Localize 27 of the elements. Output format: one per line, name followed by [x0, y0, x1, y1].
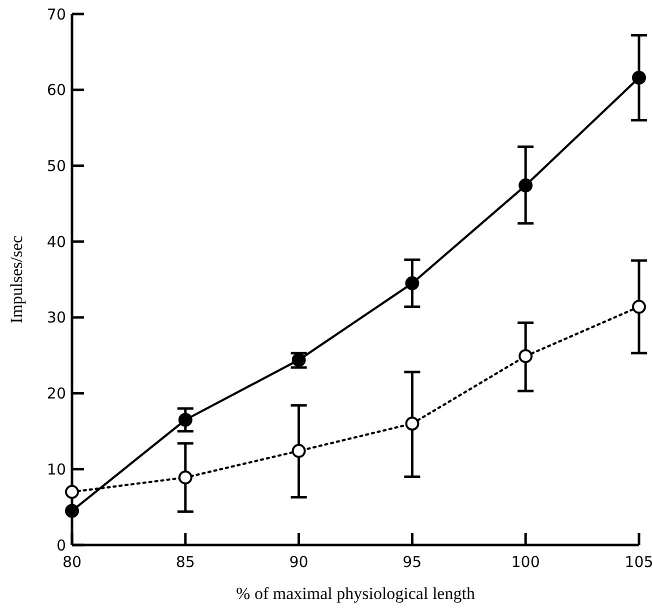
- point: [65, 504, 79, 518]
- point: [632, 70, 646, 85]
- x-tick-label: 85: [176, 553, 195, 571]
- x-tick-label: 100: [511, 553, 540, 571]
- y-tick-label: 10: [46, 460, 66, 478]
- point: [178, 412, 192, 427]
- point: [65, 484, 79, 499]
- x-tick-label: 80: [62, 553, 82, 571]
- point: [292, 444, 306, 458]
- x-tick-label: 95: [402, 553, 422, 571]
- point: [178, 470, 192, 484]
- x-tick-label: 105: [624, 553, 653, 571]
- y-tick-label: 60: [46, 81, 66, 100]
- point: [405, 416, 420, 431]
- point: [632, 300, 646, 314]
- y-tick-label: 0: [56, 536, 66, 554]
- point: [518, 178, 533, 192]
- x-axis-title: % of maximal physiological length: [236, 584, 476, 603]
- y-tick-label: 20: [46, 384, 66, 403]
- y-tick-label: 30: [46, 308, 66, 327]
- point: [405, 276, 420, 290]
- point: [518, 349, 533, 364]
- y-tick-label: 50: [46, 156, 66, 175]
- y-tick-label: 40: [46, 232, 66, 251]
- y-axis-title: Impulses/sec: [7, 235, 26, 324]
- x-tick-label: 90: [289, 553, 308, 571]
- y-tick-label: 70: [46, 5, 66, 24]
